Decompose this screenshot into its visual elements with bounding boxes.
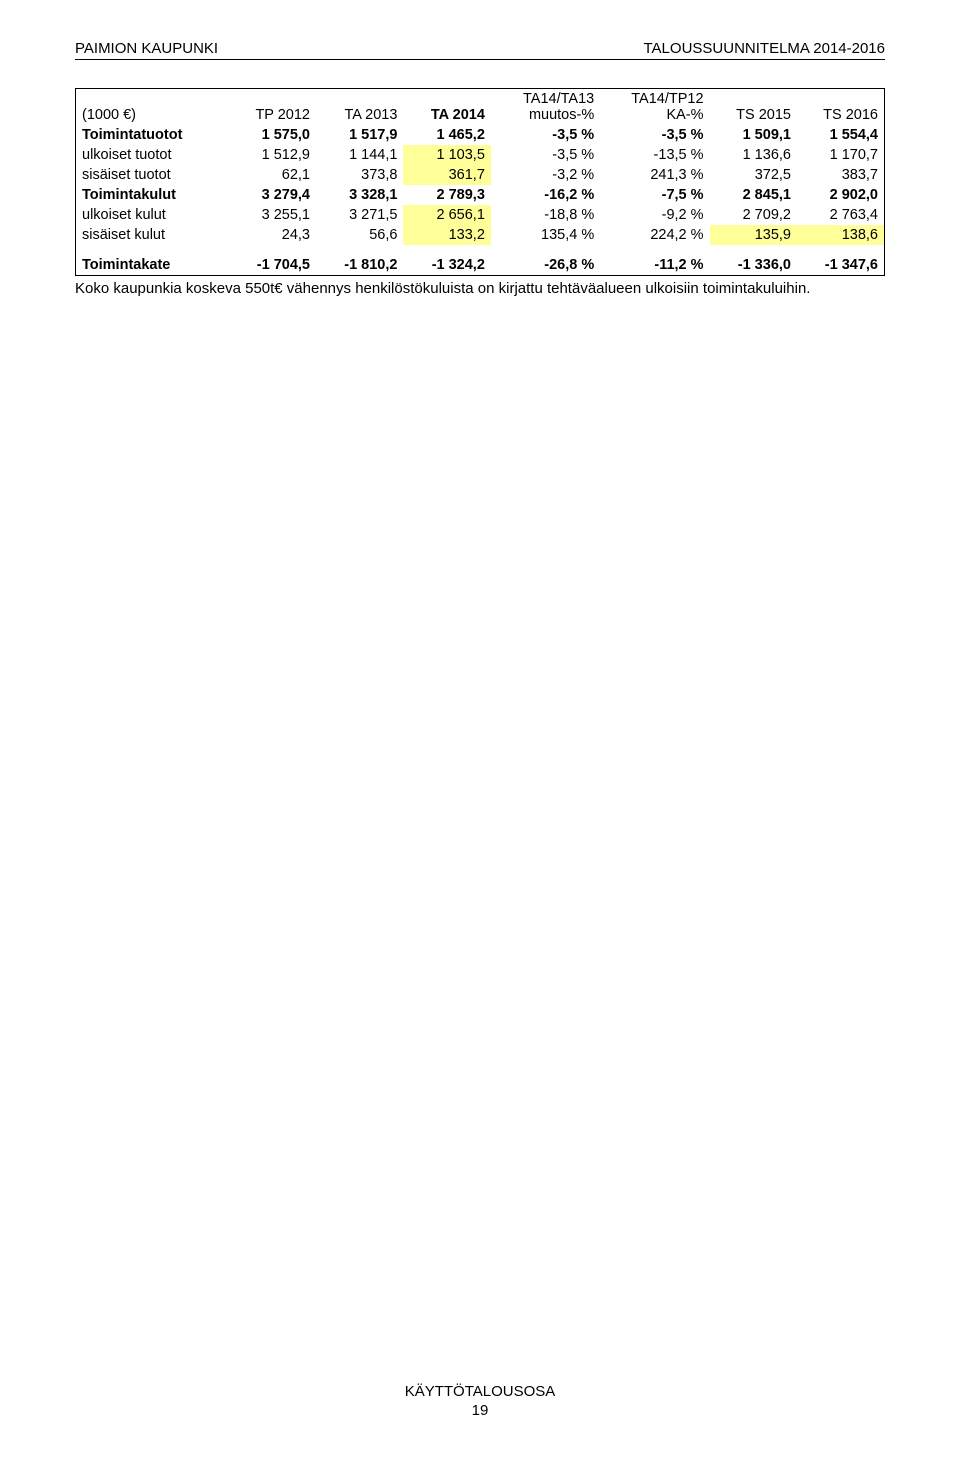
table-row: sisäiset kulut24,356,6133,2135,4 %224,2 … [76,225,885,245]
cell: 361,7 [403,165,490,185]
cell: 135,9 [710,225,797,245]
col-header: TA14/TA13muutos-% [491,89,600,126]
cell: 224,2 % [600,225,709,245]
footer-page-number: 19 [0,1402,960,1419]
cell: -1 704,5 [229,255,316,276]
row-label: sisäiset tuotot [76,165,229,185]
cell: 383,7 [797,165,885,185]
cell: 373,8 [316,165,403,185]
cell: 1 554,4 [797,125,885,145]
cell: 135,4 % [491,225,600,245]
cell: 2 845,1 [710,185,797,205]
cell: 2 709,2 [710,205,797,225]
col-header: TP 2012 [229,89,316,126]
row-label: ulkoiset tuotot [76,145,229,165]
col-header: TA 2014 [403,89,490,126]
financial-table: (1000 €)TP 2012TA 2013TA 2014TA14/TA13mu… [75,88,885,276]
cell: -16,2 % [491,185,600,205]
cell: -18,8 % [491,205,600,225]
cell: 2 656,1 [403,205,490,225]
cell: -3,5 % [600,125,709,145]
cell: 2 789,3 [403,185,490,205]
cell: 138,6 [797,225,885,245]
separator-row [76,245,885,255]
cell: 372,5 [710,165,797,185]
cell: 133,2 [403,225,490,245]
cell: 241,3 % [600,165,709,185]
col-header: TA14/TP12KA-% [600,89,709,126]
cell: 1 517,9 [316,125,403,145]
table-body: Toimintatuotot1 575,01 517,91 465,2-3,5 … [76,125,885,276]
row-label: Toimintakate [76,255,229,276]
cell: -26,8 % [491,255,600,276]
cell: 3 255,1 [229,205,316,225]
cell: -7,5 % [600,185,709,205]
cell: -13,5 % [600,145,709,165]
cell: -1 336,0 [710,255,797,276]
cell: 1 575,0 [229,125,316,145]
cell: 1 144,1 [316,145,403,165]
footer-section-label: KÄYTTÖTALOUSOSA [0,1383,960,1400]
cell: -9,2 % [600,205,709,225]
col-header: TS 2016 [797,89,885,126]
table-row: sisäiset tuotot62,1373,8361,7-3,2 %241,3… [76,165,885,185]
cell: -3,5 % [491,145,600,165]
cell: 1 465,2 [403,125,490,145]
cell: 24,3 [229,225,316,245]
cell: -11,2 % [600,255,709,276]
page-header: PAIMION KAUPUNKI TALOUSSUUNNITELMA 2014-… [75,40,885,60]
cell: 56,6 [316,225,403,245]
cell: 1 512,9 [229,145,316,165]
cell: 3 271,5 [316,205,403,225]
table-row: ulkoiset kulut3 255,13 271,52 656,1-18,8… [76,205,885,225]
cell: -1 810,2 [316,255,403,276]
row-label: sisäiset kulut [76,225,229,245]
col-header: TA 2013 [316,89,403,126]
cell: 1 103,5 [403,145,490,165]
cell: 1 509,1 [710,125,797,145]
cell: 1 170,7 [797,145,885,165]
row-label: ulkoiset kulut [76,205,229,225]
cell: -1 347,6 [797,255,885,276]
table-row: Toimintakate-1 704,5-1 810,2-1 324,2-26,… [76,255,885,276]
table-row: Toimintatuotot1 575,01 517,91 465,2-3,5 … [76,125,885,145]
page-footer: KÄYTTÖTALOUSOSA 19 [0,1383,960,1419]
table-row: Toimintakulut3 279,43 328,12 789,3-16,2 … [76,185,885,205]
cell: 3 279,4 [229,185,316,205]
table-row: ulkoiset tuotot1 512,91 144,11 103,5-3,5… [76,145,885,165]
header-left: PAIMION KAUPUNKI [75,40,218,57]
row-label: Toimintatuotot [76,125,229,145]
cell: -3,5 % [491,125,600,145]
col-header: TS 2015 [710,89,797,126]
table-header: (1000 €)TP 2012TA 2013TA 2014TA14/TA13mu… [76,89,885,126]
cell: -3,2 % [491,165,600,185]
header-right: TALOUSSUUNNITELMA 2014-2016 [644,40,886,57]
row-label: Toimintakulut [76,185,229,205]
cell: 2 763,4 [797,205,885,225]
cell: -1 324,2 [403,255,490,276]
cell: 1 136,6 [710,145,797,165]
footnote-text: Koko kaupunkia koskeva 550t€ vähennys he… [75,280,885,297]
cell: 2 902,0 [797,185,885,205]
cell: 62,1 [229,165,316,185]
col-header: (1000 €) [76,89,229,126]
cell: 3 328,1 [316,185,403,205]
